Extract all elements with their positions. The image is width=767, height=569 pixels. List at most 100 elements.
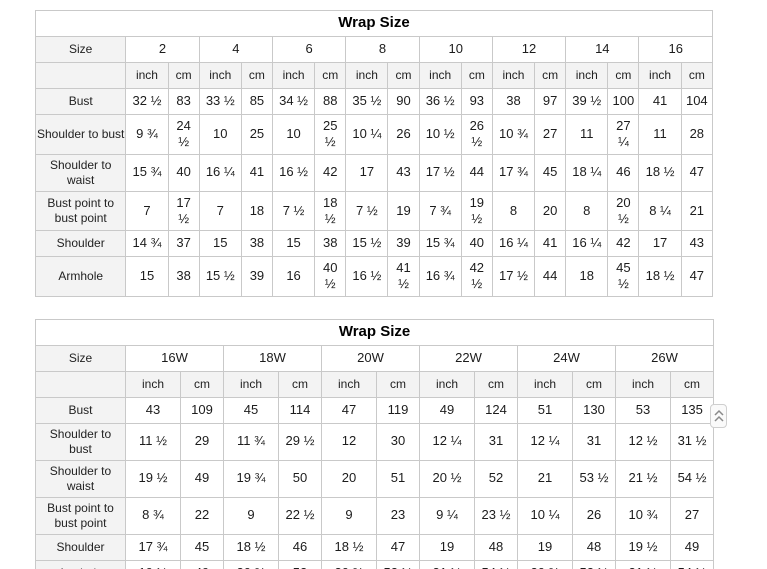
measurement-cell: 52	[474, 459, 518, 498]
measurement-cell: 49	[180, 459, 224, 498]
unit-header-cm: cm	[474, 370, 518, 398]
measurement-cell: 19 ¾	[223, 459, 279, 498]
measurement-cell: 15 ½	[345, 230, 389, 257]
measurement-cell: 93	[460, 88, 493, 115]
measurement-cell: 7 ½	[345, 190, 389, 231]
measurement-cell: 7	[198, 190, 242, 231]
measurement-cell: 18 ¼	[565, 153, 609, 192]
size-column-header: 26W	[614, 344, 715, 372]
unit-header-inch: inch	[125, 62, 169, 89]
measurement-cell: 26	[387, 114, 420, 155]
measurement-cell: 47	[680, 153, 714, 192]
measurement-cell: 124	[474, 396, 518, 424]
measurement-cell: 48	[474, 533, 518, 561]
size-chart-table-1: Wrap Size Size 2 4 6 8 10 12 14 16 inch cm inch cm inc…	[34, 10, 714, 297]
measurement-cell: 20 ½	[419, 459, 475, 498]
measurement-row: Shoulder to waist 19 ½ 49 19 ¾ 50 20 51 20 ½ 52 2…	[35, 459, 715, 498]
measurement-cell: 10 ¼	[345, 114, 389, 155]
measurement-cell: 9 ¼	[419, 496, 475, 535]
measurement-cell: 16	[271, 256, 316, 297]
measurement-cell: 31 ½	[669, 422, 715, 461]
measurement-row: Shoulder to bust 9 ¾ 24 ½ 10 25 10 25 ½ 10 ¼ 26 1…	[34, 114, 714, 155]
measurement-cell: 17 ½	[418, 153, 462, 192]
measurement-cell: 18 ½	[223, 533, 279, 561]
measurement-cell: 20	[534, 190, 567, 231]
measurement-cell: 18	[565, 256, 609, 297]
measurement-cell: 23	[376, 496, 420, 535]
measurement-cell: 8	[565, 190, 609, 231]
measurement-cell: 47	[680, 256, 714, 297]
table-title: Wrap Size	[34, 318, 715, 346]
measurement-cell: 18 ½	[314, 190, 347, 231]
size-column-header: 18W	[223, 344, 322, 372]
unit-header-cm: cm	[240, 62, 273, 89]
measurement-cell: 52	[278, 559, 322, 569]
measurement-cell: 19 ½	[125, 559, 181, 569]
measurement-cell: 97	[534, 88, 567, 115]
measurement-cell: 17 ¾	[491, 153, 536, 192]
measurement-cell: 16 ¼	[491, 230, 536, 257]
measurement-cell: 40	[167, 153, 200, 192]
measurement-cell: 15 ¾	[125, 153, 169, 192]
measurement-cell: 38	[314, 230, 347, 257]
size-column-header: 16	[638, 36, 713, 63]
measurement-cell: 54 ½	[669, 459, 715, 498]
measurement-cell: 109	[180, 396, 224, 424]
measurement-cell: 43	[125, 396, 181, 424]
measurement-cell: 35 ½	[345, 88, 389, 115]
measurement-cell: 18 ½	[638, 256, 682, 297]
size-chart-table-2: Wrap Size Size 16W 18W 20W 22W 24W 26W inch cm inc…	[34, 318, 715, 569]
unit-header-inch: inch	[198, 62, 242, 89]
unit-header-inch: inch	[491, 62, 536, 89]
unit-header-inch: inch	[271, 62, 316, 89]
measurement-cell: 18	[240, 190, 273, 231]
measurement-cell: 7	[125, 190, 169, 231]
double-chevron-up-icon	[713, 409, 724, 422]
measurement-cell: 41	[638, 88, 682, 115]
row-label: Bust point to bust point	[34, 190, 127, 231]
measurement-cell: 15	[271, 230, 316, 257]
measurement-cell: 46	[607, 153, 640, 192]
corner-cell	[34, 62, 127, 89]
measurement-cell: 47	[321, 396, 377, 424]
measurement-cell: 10 ½	[418, 114, 462, 155]
measurement-cell: 9	[321, 496, 377, 535]
measurement-cell: 43	[680, 230, 714, 257]
measurement-cell: 17 ½	[491, 256, 536, 297]
row-label: Shoulder to waist	[35, 459, 126, 498]
unit-header-inch: inch	[615, 370, 671, 398]
measurement-cell: 130	[572, 396, 616, 424]
measurement-cell: 135	[669, 396, 715, 424]
unit-header-inch: inch	[418, 62, 462, 89]
measurement-cell: 42	[607, 230, 640, 257]
measurement-cell: 16 ¼	[198, 153, 242, 192]
unit-header-cm: cm	[669, 370, 715, 398]
measurement-cell: 17	[638, 230, 682, 257]
measurement-cell: 10	[271, 114, 316, 155]
measurement-cell: 44	[460, 153, 493, 192]
measurement-cell: 21 ½	[615, 559, 671, 569]
measurement-cell: 29	[180, 422, 224, 461]
measurement-cell: 22	[180, 496, 224, 535]
size-column-header: 16W	[125, 344, 224, 372]
measurement-cell: 26 ½	[460, 114, 493, 155]
measurement-cell: 21	[517, 459, 573, 498]
size-column-header: 4	[198, 36, 273, 63]
measurement-cell: 8	[491, 190, 536, 231]
measurement-cell: 47	[376, 533, 420, 561]
measurement-cell: 30	[376, 422, 420, 461]
row-label: Shoulder to bust	[34, 114, 127, 155]
measurement-cell: 27 ¼	[607, 114, 640, 155]
row-label: Bust	[35, 396, 126, 424]
unit-header-cm: cm	[376, 370, 420, 398]
measurement-cell: 19 ½	[615, 533, 671, 561]
measurement-cell: 16 ½	[271, 153, 316, 192]
measurement-cell: 8 ¾	[125, 496, 181, 535]
unit-header-inch: inch	[125, 370, 181, 398]
collapse-button[interactable]	[710, 404, 727, 428]
unit-header-inch: inch	[419, 370, 475, 398]
measurement-cell: 16 ¾	[418, 256, 462, 297]
measurement-cell: 9	[223, 496, 279, 535]
size-column-header: 22W	[419, 344, 518, 372]
